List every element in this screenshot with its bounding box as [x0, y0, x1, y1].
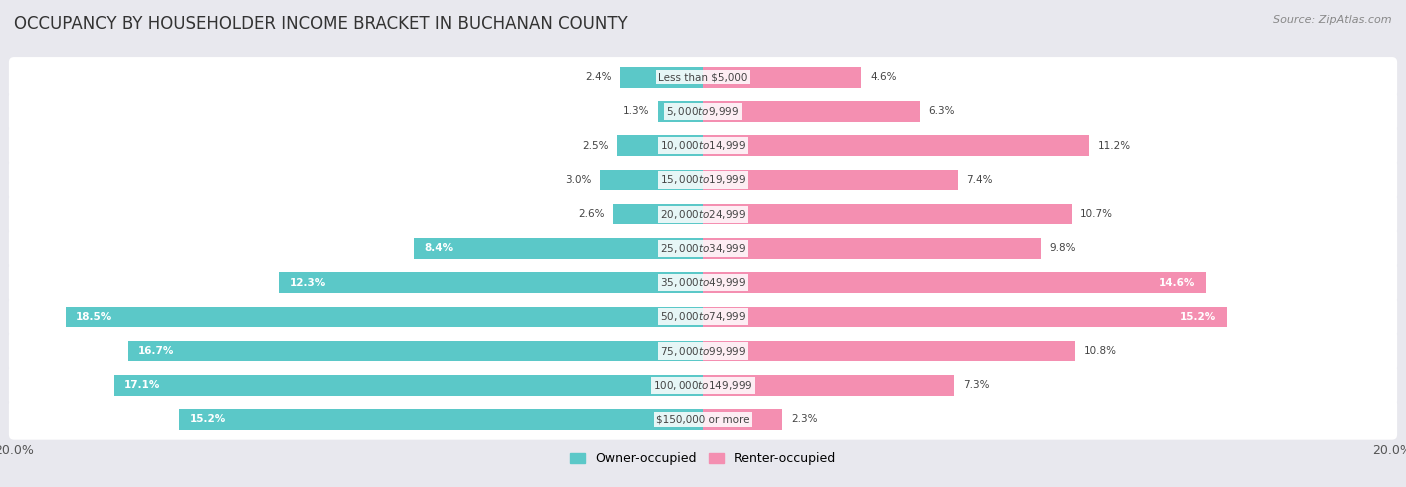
Bar: [703, 306, 1226, 327]
Bar: [703, 67, 862, 88]
Text: 10.8%: 10.8%: [1084, 346, 1116, 356]
FancyBboxPatch shape: [8, 57, 1398, 97]
Bar: [703, 101, 920, 122]
Text: Less than $5,000: Less than $5,000: [658, 72, 748, 82]
Text: 1.3%: 1.3%: [623, 107, 650, 116]
FancyBboxPatch shape: [8, 126, 1398, 166]
Text: 7.3%: 7.3%: [963, 380, 990, 390]
Text: 2.3%: 2.3%: [790, 414, 817, 425]
FancyBboxPatch shape: [8, 194, 1398, 234]
FancyBboxPatch shape: [8, 228, 1398, 268]
Bar: [703, 169, 957, 190]
Bar: [280, 272, 703, 293]
Bar: [703, 272, 1206, 293]
Bar: [413, 238, 703, 259]
Text: OCCUPANCY BY HOUSEHOLDER INCOME BRACKET IN BUCHANAN COUNTY: OCCUPANCY BY HOUSEHOLDER INCOME BRACKET …: [14, 15, 628, 33]
Bar: [703, 204, 1071, 225]
Bar: [613, 204, 703, 225]
FancyBboxPatch shape: [8, 365, 1398, 406]
Legend: Owner-occupied, Renter-occupied: Owner-occupied, Renter-occupied: [565, 447, 841, 470]
Text: $15,000 to $19,999: $15,000 to $19,999: [659, 173, 747, 187]
Text: 16.7%: 16.7%: [138, 346, 174, 356]
FancyBboxPatch shape: [8, 297, 1398, 337]
Bar: [703, 375, 955, 395]
Bar: [620, 67, 703, 88]
Text: 10.7%: 10.7%: [1080, 209, 1114, 219]
Text: 7.4%: 7.4%: [966, 175, 993, 185]
Text: $5,000 to $9,999: $5,000 to $9,999: [666, 105, 740, 118]
Bar: [703, 409, 782, 430]
Text: 12.3%: 12.3%: [290, 278, 326, 288]
Text: 2.4%: 2.4%: [585, 72, 612, 82]
Text: 18.5%: 18.5%: [76, 312, 112, 322]
FancyBboxPatch shape: [8, 399, 1398, 440]
FancyBboxPatch shape: [8, 160, 1398, 200]
FancyBboxPatch shape: [8, 331, 1398, 371]
Text: $10,000 to $14,999: $10,000 to $14,999: [659, 139, 747, 152]
Text: 8.4%: 8.4%: [425, 244, 453, 253]
Bar: [658, 101, 703, 122]
Text: $25,000 to $34,999: $25,000 to $34,999: [659, 242, 747, 255]
Text: 15.2%: 15.2%: [1180, 312, 1216, 322]
Bar: [617, 135, 703, 156]
Text: 4.6%: 4.6%: [870, 72, 897, 82]
Text: $100,000 to $149,999: $100,000 to $149,999: [654, 379, 752, 392]
Text: $35,000 to $49,999: $35,000 to $49,999: [659, 276, 747, 289]
Text: $20,000 to $24,999: $20,000 to $24,999: [659, 207, 747, 221]
Bar: [599, 169, 703, 190]
Bar: [128, 341, 703, 361]
Bar: [66, 306, 703, 327]
Text: Source: ZipAtlas.com: Source: ZipAtlas.com: [1274, 15, 1392, 25]
Text: 14.6%: 14.6%: [1159, 278, 1195, 288]
Text: $50,000 to $74,999: $50,000 to $74,999: [659, 310, 747, 323]
Bar: [703, 238, 1040, 259]
FancyBboxPatch shape: [8, 262, 1398, 303]
Text: $75,000 to $99,999: $75,000 to $99,999: [659, 344, 747, 357]
Bar: [703, 341, 1076, 361]
Text: 15.2%: 15.2%: [190, 414, 226, 425]
FancyBboxPatch shape: [8, 91, 1398, 131]
Bar: [114, 375, 703, 395]
Text: 3.0%: 3.0%: [565, 175, 591, 185]
Text: $150,000 or more: $150,000 or more: [657, 414, 749, 425]
Text: 11.2%: 11.2%: [1098, 141, 1130, 150]
Text: 6.3%: 6.3%: [928, 107, 955, 116]
Text: 9.8%: 9.8%: [1049, 244, 1076, 253]
Text: 2.5%: 2.5%: [582, 141, 609, 150]
Bar: [180, 409, 703, 430]
Text: 2.6%: 2.6%: [578, 209, 605, 219]
Text: 17.1%: 17.1%: [124, 380, 160, 390]
Bar: [703, 135, 1088, 156]
